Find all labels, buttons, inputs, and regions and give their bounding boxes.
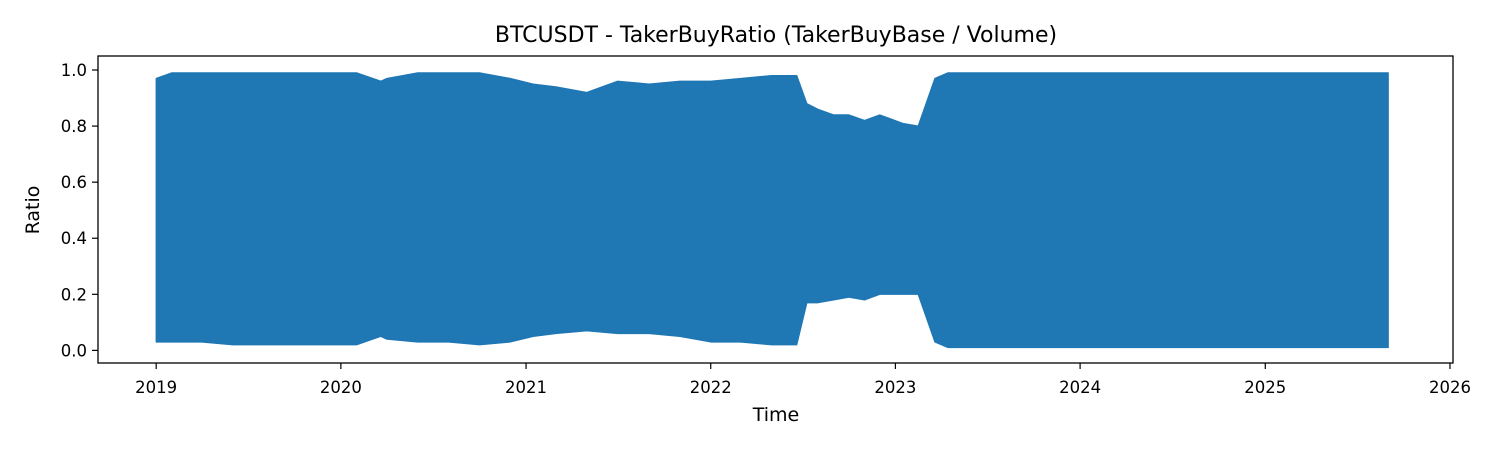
x-tick-label: 2019 xyxy=(135,378,177,397)
y-tick-label: 0.8 xyxy=(61,117,87,136)
y-tick-label: 0.2 xyxy=(61,285,87,304)
y-tick-label: 1.0 xyxy=(61,61,87,80)
x-tick-label: 2023 xyxy=(874,378,916,397)
y-tick-label: 0.4 xyxy=(61,229,87,248)
plot-area xyxy=(155,72,1389,349)
x-tick-label: 2020 xyxy=(320,378,362,397)
x-tick-label: 2021 xyxy=(505,378,547,397)
plot-frame xyxy=(97,55,1454,364)
series-area-0 xyxy=(155,72,1389,349)
y-tick-label: 0.0 xyxy=(61,341,87,360)
y-tick-label: 0.6 xyxy=(61,173,87,192)
x-axis-label: Time xyxy=(752,404,800,426)
chart-title: BTCUSDT - TakerBuyRatio (TakerBuyBase / … xyxy=(495,23,1057,48)
x-tick-label: 2024 xyxy=(1059,378,1101,397)
x-tick-label: 2025 xyxy=(1244,378,1286,397)
x-tick-label: 2026 xyxy=(1429,378,1471,397)
y-axis-label: Ratio xyxy=(22,186,44,235)
x-axis: 2019 2020 2021 2022 2023 2024 2025 2026 xyxy=(135,363,1471,397)
y-axis: 0.0 0.2 0.4 0.6 0.8 1.0 xyxy=(61,61,98,360)
x-tick-label: 2022 xyxy=(690,378,732,397)
